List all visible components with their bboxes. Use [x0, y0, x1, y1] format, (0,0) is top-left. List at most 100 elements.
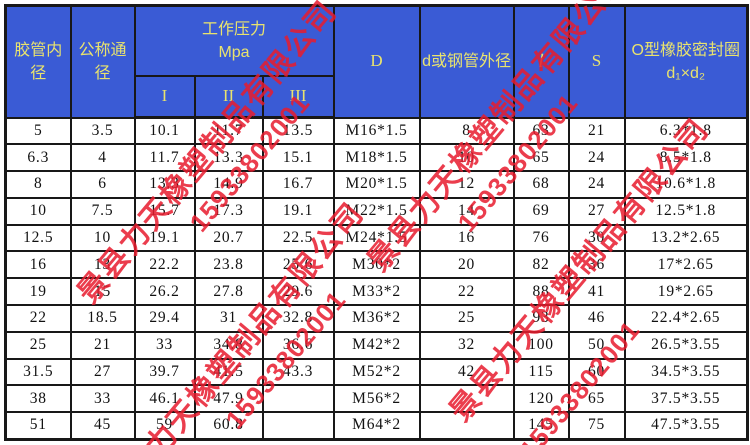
header-sub-label: d₁×d₂: [666, 64, 706, 82]
table-cell: 12: [418, 170, 515, 199]
table-cell: 120: [512, 384, 570, 414]
table-cell: 13.5: [261, 116, 335, 146]
table-cell: 26.5*3.55: [623, 330, 749, 360]
table-cell: 6.3: [4, 143, 72, 173]
table-row: 6.3 4 11.7 13.3 15.1 M18*1.5 10 65 24 8.5*1.8: [4, 143, 749, 173]
table-cell: 15.1: [261, 143, 335, 173]
table-cell: 21: [567, 116, 626, 146]
table-cell: 25: [418, 304, 515, 333]
table-cell: 76: [512, 223, 570, 253]
table-row: 22 18.5 29.4 31 32.8 M36*2 25 93 46 22.4*2.65: [4, 304, 749, 333]
header-working-pressure: 工作压力 Mpa: [133, 4, 335, 77]
table-cell: 32: [418, 330, 515, 360]
table-row: 19 15 26.2 27.8 29.6 M33*2 22 88 41 19*2.65: [4, 277, 749, 307]
spec-table: 胶管内径 公称通径 工作压力 Mpa D d或钢管外径 l: [4, 4, 750, 441]
table-cell: 17.3: [193, 196, 264, 226]
table-cell: 24: [567, 143, 626, 173]
table-cell: 22.4*2.65: [623, 304, 749, 333]
table-cell: 34.8: [193, 330, 264, 360]
table-cell: 19*2.65: [623, 277, 749, 307]
header-oring-seal: O型橡胶密封圈 d₁×d₂: [623, 4, 749, 119]
table-row: 31.5 27 39.7 41.5 43.3 M52*2 42 115 60 34.5*3.55: [4, 357, 749, 387]
header-unit-label: Mpa: [218, 43, 250, 61]
table-cell: 22.5: [261, 223, 335, 253]
table-cell: 22: [4, 304, 72, 333]
table-cell: 13: [69, 250, 136, 280]
table-cell: M22*1.5: [332, 196, 421, 226]
table-cell: 93: [512, 304, 570, 333]
table-cell: 27: [69, 357, 136, 387]
table-cell: 25.6: [261, 250, 335, 280]
table-cell: [418, 411, 515, 441]
table-cell: 10: [69, 223, 136, 253]
table-cell: 14.9: [193, 170, 264, 199]
table-cell: 68: [512, 170, 570, 199]
table-cell: 42: [418, 357, 515, 387]
table-body: 5 3.5 10.1 11.7 13.5 M16*1.5 8 63 21 6.3*1.8 6.3 4 1…: [4, 116, 749, 441]
table-cell: 24: [567, 170, 626, 199]
table-cell: M20*1.5: [332, 170, 421, 199]
table-cell: 38: [4, 384, 72, 414]
table-cell: 26.2: [133, 277, 196, 307]
table-cell: 59: [133, 411, 196, 441]
table-cell: 65: [512, 143, 570, 173]
table-cell: 145: [512, 411, 570, 441]
table-cell: 7.5: [69, 196, 136, 226]
table-cell: 32.8: [261, 304, 335, 333]
table-cell: M18*1.5: [332, 143, 421, 173]
table-cell: 16: [4, 250, 72, 280]
table-cell: 12.5: [4, 223, 72, 253]
table-cell: 8.5*1.8: [623, 143, 749, 173]
table-cell: 100: [512, 330, 570, 360]
header-wrench-S: S: [567, 4, 626, 119]
table-cell: 17*2.65: [623, 250, 749, 280]
table-cell: 6: [69, 170, 136, 199]
header-pressure-grade-3: III: [261, 74, 335, 119]
table-cell: 63: [512, 116, 570, 146]
table-cell: 11.7: [133, 143, 196, 173]
table-cell: 45: [69, 411, 136, 441]
table-cell: 19: [4, 277, 72, 307]
table-row: 51 45 59 60.8 M64*2 145 75 47.5*3.55: [4, 411, 749, 441]
table-cell: 20.7: [193, 223, 264, 253]
table-cell: 50: [567, 330, 626, 360]
header-pressure-grade-2: II: [193, 74, 264, 119]
table-cell: 30: [567, 223, 626, 253]
header-label: II: [222, 85, 235, 105]
table-cell: 16: [418, 223, 515, 253]
table-cell: 27: [567, 196, 626, 226]
table-cell: 39.7: [133, 357, 196, 387]
table-cell: 10.1: [133, 116, 196, 146]
table-cell: 13.2*2.65: [623, 223, 749, 253]
table-cell: 36: [567, 250, 626, 280]
table-row: 16 13 22.2 23.8 25.6 M30*2 20 82 36 17*2.65: [4, 250, 749, 280]
table-cell: 4: [69, 143, 136, 173]
table-cell: 88: [512, 277, 570, 307]
table-cell: 34.5*3.55: [623, 357, 749, 387]
table-cell: 33: [133, 330, 196, 360]
header-label: S: [591, 51, 602, 71]
table-cell: 41.5: [193, 357, 264, 387]
table-cell: 23.8: [193, 250, 264, 280]
table-cell: 31.5: [4, 357, 72, 387]
table-cell: 25: [4, 330, 72, 360]
table-cell: 47.5*3.55: [623, 411, 749, 441]
table-cell: 10: [4, 196, 72, 226]
table-cell: [261, 411, 335, 441]
table-cell: 10: [418, 143, 515, 173]
table-cell: 13.3: [193, 143, 264, 173]
table-cell: 15: [69, 277, 136, 307]
header-label: O型橡胶密封圈: [631, 41, 740, 59]
table-cell: M64*2: [332, 411, 421, 441]
table-cell: 29.6: [261, 277, 335, 307]
table-cell: 8: [418, 116, 515, 146]
table-cell: 82: [512, 250, 570, 280]
table-cell: 36.6: [261, 330, 335, 360]
table-cell: 46.1: [133, 384, 196, 414]
table-cell: 18.5: [69, 304, 136, 333]
header-pressure-grade-1: I: [133, 74, 196, 119]
table-cell: 19.1: [261, 196, 335, 226]
table-cell: 5: [4, 116, 72, 146]
table-cell: 69: [512, 196, 570, 226]
